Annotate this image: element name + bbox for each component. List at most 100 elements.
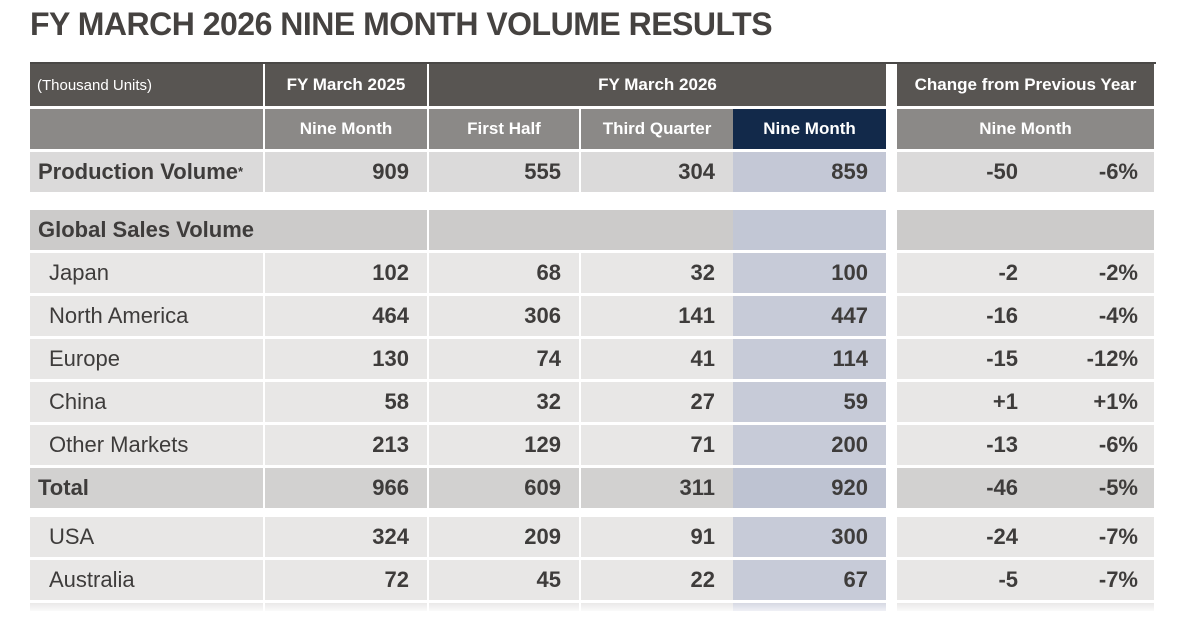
first-half-value: 74 [429, 339, 579, 379]
change-percent: -6% [1098, 159, 1138, 184]
nine-month-value: 447 [733, 296, 886, 336]
section-label: Global Sales Volume [30, 210, 427, 250]
row-label: Production Volume * [30, 152, 263, 192]
row-other-markets: Other Markets 213 129 71 200 -13 -6% [30, 425, 1156, 468]
change-cell: -2 -2% [897, 253, 1154, 293]
row-europe: Europe 130 74 41 114 -15 -12% [30, 339, 1156, 382]
column-gap [886, 64, 897, 106]
nine-month-value: 59 [733, 382, 886, 422]
third-quarter-value: 22 [581, 560, 733, 600]
row-total: Total 966 609 311 920 -46 -5% [30, 468, 1156, 511]
row-label: Other Markets [30, 425, 263, 465]
column-gap [886, 152, 897, 192]
change-cell: -50 -6% [897, 152, 1154, 192]
third-quarter-value: 141 [581, 296, 733, 336]
fy2025-nine-month-value: 102 [265, 253, 427, 293]
change-percent: +1% [1093, 389, 1138, 414]
change-cell: -5 -7% [897, 560, 1154, 600]
row-global-sales-volume-section: Global Sales Volume [30, 210, 1156, 253]
section-spacer [30, 195, 1156, 210]
change-percent: -5% [1098, 475, 1138, 500]
fy2025-nine-month-value: 324 [265, 517, 427, 557]
change-percent: -12% [1086, 346, 1138, 371]
section-nine-month-cell [733, 210, 886, 250]
change-percent: -6% [1098, 432, 1138, 457]
change-value: +1 [992, 389, 1018, 414]
nine-month-value: 920 [733, 468, 886, 508]
change-percent: -7% [1098, 524, 1138, 549]
table-bottom-strip [30, 603, 1156, 611]
nine-month-value: 114 [733, 339, 886, 379]
header-row-periods: Nine Month First Half Third Quarter Nine… [30, 109, 1156, 152]
change-cell: -24 -7% [897, 517, 1154, 557]
first-half-value: 129 [429, 425, 579, 465]
row-usa: USA 324 209 91 300 -24 -7% [30, 517, 1156, 560]
change-cell: -16 -4% [897, 296, 1154, 336]
fy2025-nine-month-value: 72 [265, 560, 427, 600]
fy2025-nine-month-value: 464 [265, 296, 427, 336]
third-quarter-value: 91 [581, 517, 733, 557]
first-half-value: 68 [429, 253, 579, 293]
header-third-quarter: Third Quarter [581, 109, 733, 149]
change-cell: -13 -6% [897, 425, 1154, 465]
column-gap [886, 253, 897, 293]
header-nine-month-highlight: Nine Month [733, 109, 886, 149]
header-row-groups: (Thousand Units) FY March 2025 FY March … [30, 64, 1156, 109]
row-label: North America [30, 296, 263, 336]
change-value: -24 [986, 524, 1018, 549]
section-empty-cell [429, 210, 733, 250]
column-gap [886, 109, 897, 149]
header-empty [30, 109, 263, 149]
header-fy-march-2025: FY March 2025 [265, 64, 427, 106]
volume-results-table: (Thousand Units) FY March 2025 FY March … [30, 62, 1156, 611]
first-half-value: 306 [429, 296, 579, 336]
nine-month-value: 100 [733, 253, 886, 293]
nine-month-value: 859 [733, 152, 886, 192]
row-label: USA [30, 517, 263, 557]
third-quarter-value: 41 [581, 339, 733, 379]
column-gap [886, 339, 897, 379]
column-gap [886, 468, 897, 508]
change-percent: -2% [1098, 260, 1138, 285]
first-half-value: 555 [429, 152, 579, 192]
fy2025-nine-month-value: 966 [265, 468, 427, 508]
row-label: Japan [30, 253, 263, 293]
row-north-america: North America 464 306 141 447 -16 -4% [30, 296, 1156, 339]
third-quarter-value: 27 [581, 382, 733, 422]
change-value: -46 [986, 475, 1018, 500]
change-percent: -7% [1098, 567, 1138, 592]
first-half-value: 45 [429, 560, 579, 600]
column-gap [886, 517, 897, 557]
fy2025-nine-month-value: 213 [265, 425, 427, 465]
change-value: -13 [986, 432, 1018, 457]
header-change-from-previous-year: Change from Previous Year [897, 64, 1154, 106]
row-label: Australia [30, 560, 263, 600]
change-cell: -15 -12% [897, 339, 1154, 379]
page-title: FY MARCH 2026 NINE MONTH VOLUME RESULTS [30, 6, 773, 42]
row-label: Total [30, 468, 263, 508]
first-half-value: 609 [429, 468, 579, 508]
first-half-value: 32 [429, 382, 579, 422]
header-fy-march-2026: FY March 2026 [429, 64, 886, 106]
row-label: Europe [30, 339, 263, 379]
change-value: -50 [986, 159, 1018, 184]
column-gap [886, 560, 897, 600]
column-gap [886, 425, 897, 465]
section-change-cell [897, 210, 1154, 250]
fy2025-nine-month-value: 58 [265, 382, 427, 422]
third-quarter-value: 71 [581, 425, 733, 465]
fy2025-nine-month-value: 909 [265, 152, 427, 192]
unit-label: (Thousand Units) [30, 64, 263, 106]
change-value: -2 [998, 260, 1018, 285]
row-australia: Australia 72 45 22 67 -5 -7% [30, 560, 1156, 603]
column-gap [886, 210, 897, 250]
nine-month-value: 300 [733, 517, 886, 557]
column-gap [886, 296, 897, 336]
change-cell: +1 +1% [897, 382, 1154, 422]
first-half-value: 209 [429, 517, 579, 557]
row-label: China [30, 382, 263, 422]
header-change-nine-month: Nine Month [897, 109, 1154, 149]
third-quarter-value: 304 [581, 152, 733, 192]
change-cell: -46 -5% [897, 468, 1154, 508]
fy2025-nine-month-value: 130 [265, 339, 427, 379]
